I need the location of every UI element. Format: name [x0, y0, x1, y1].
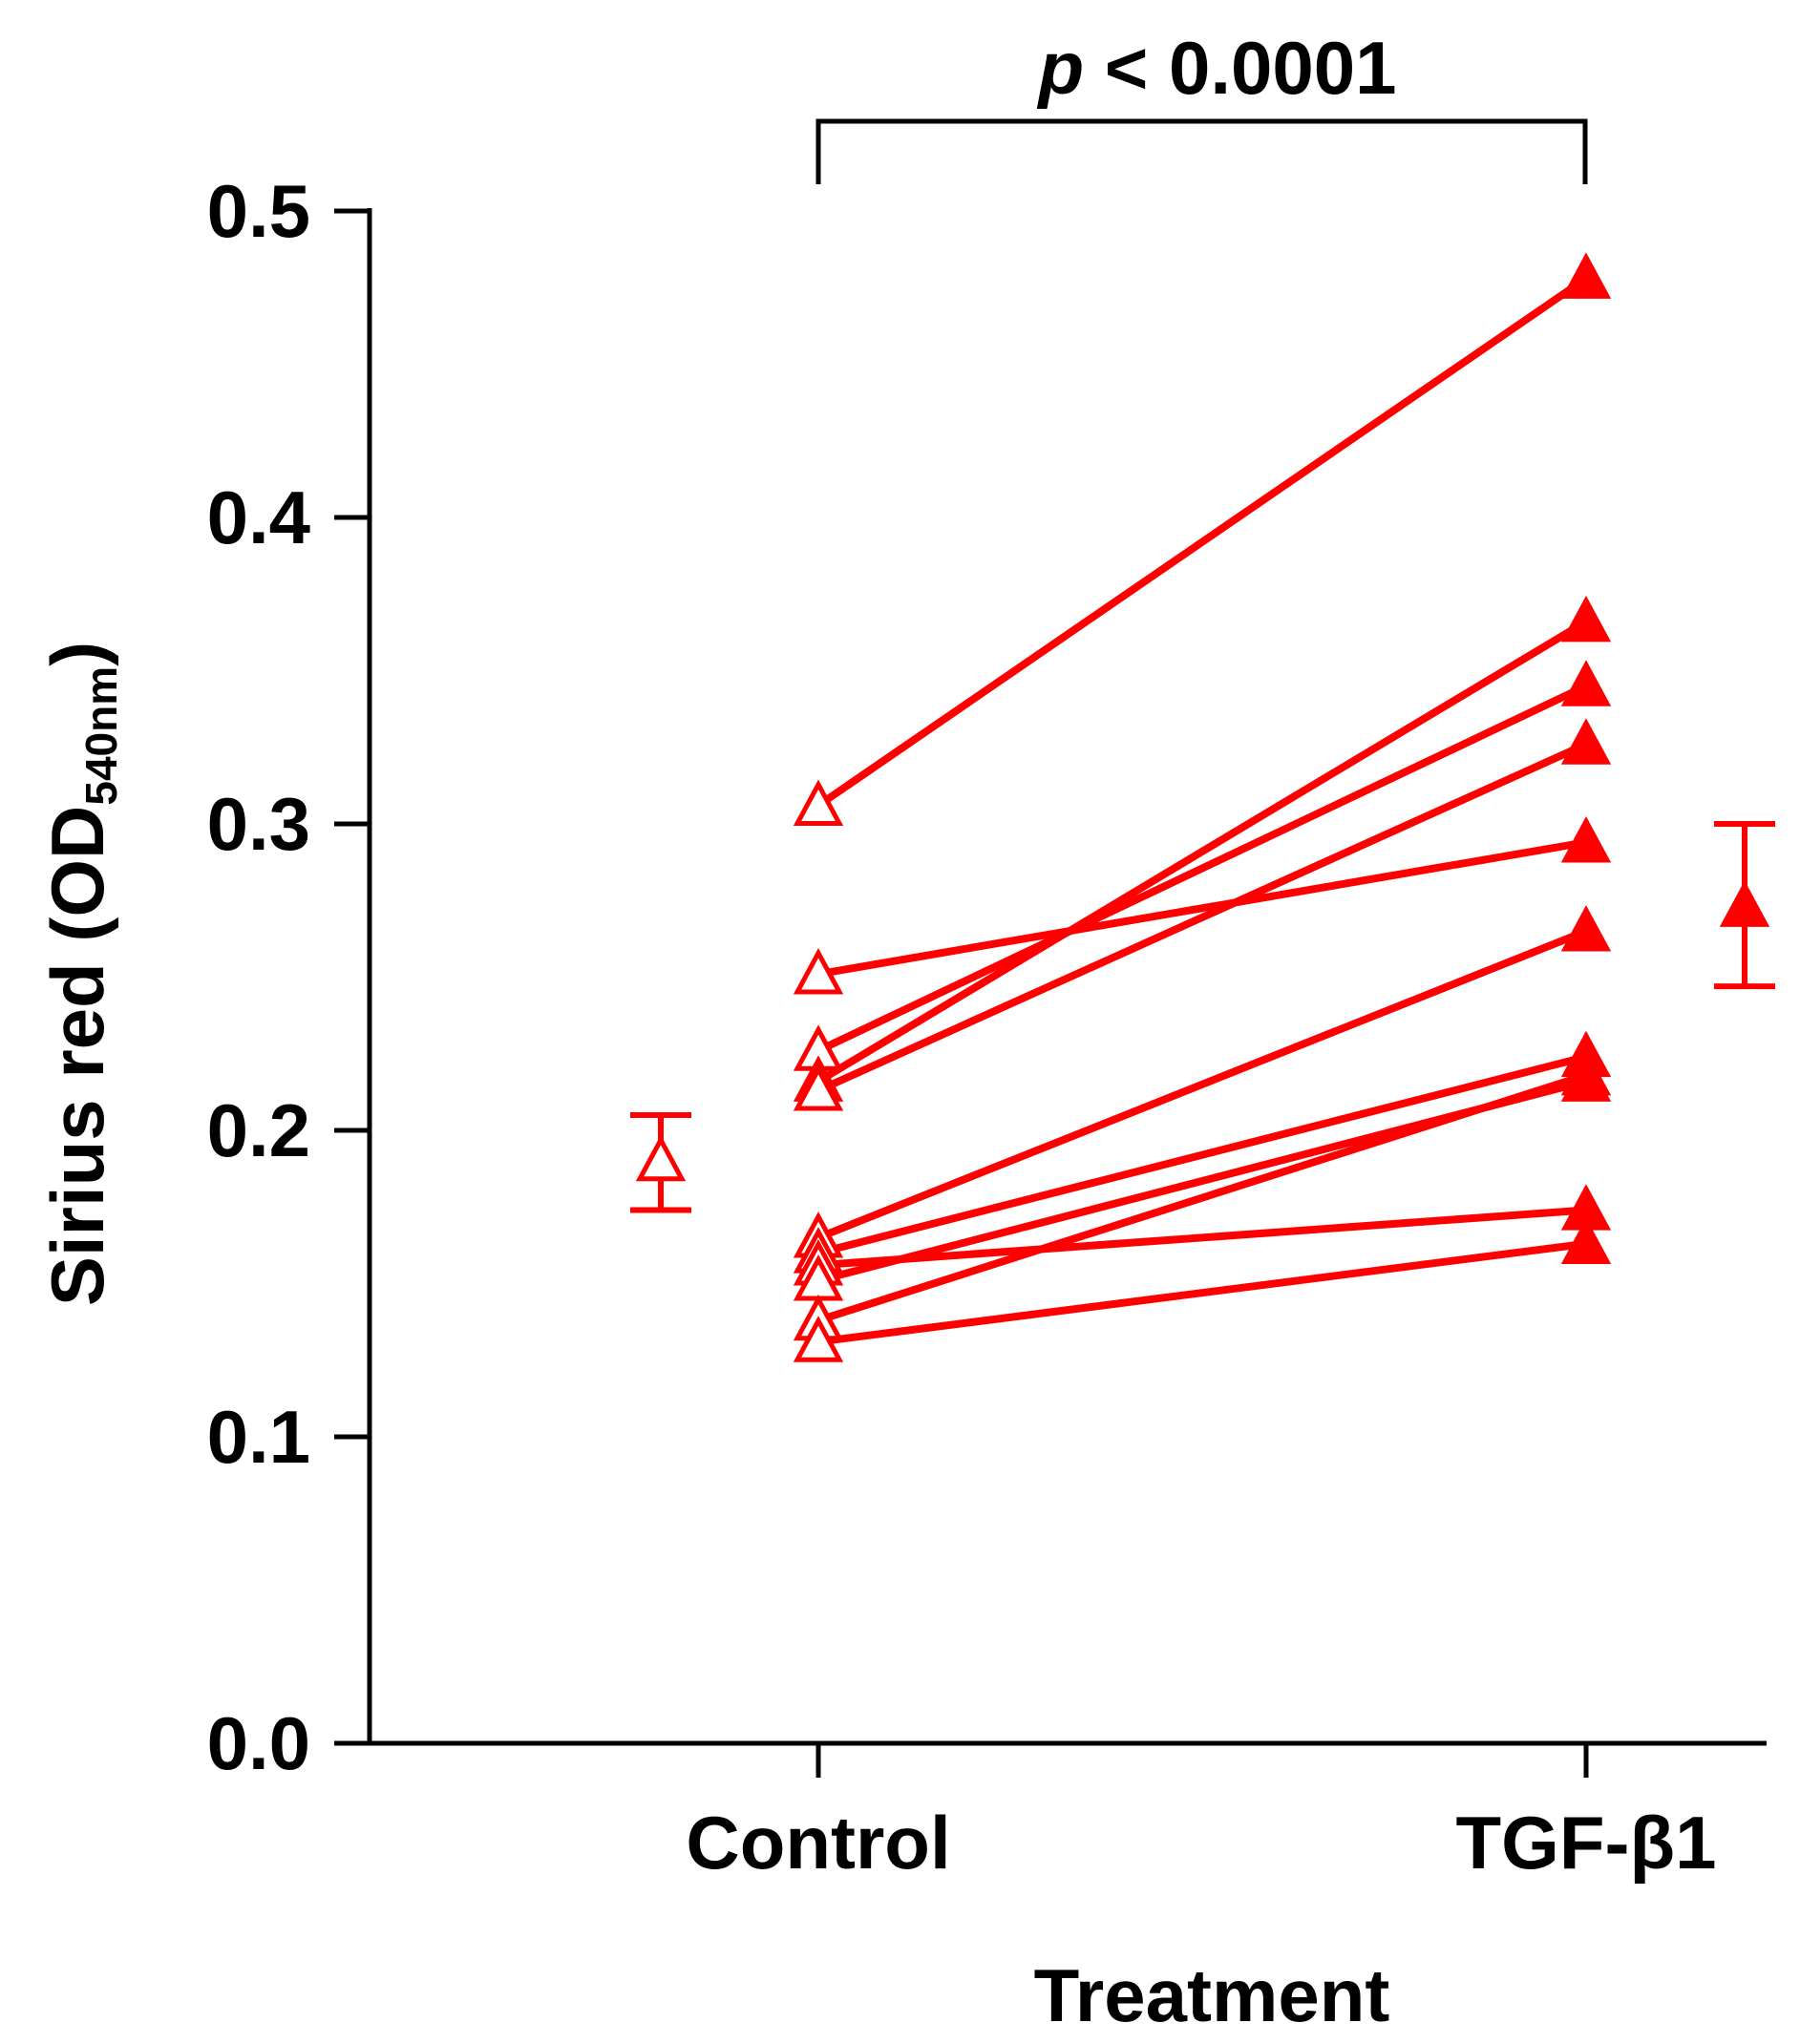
- x-axis-title: Treatment: [1034, 1953, 1390, 2037]
- pair-line: [815, 682, 1590, 1055]
- bracket-line: [815, 118, 1588, 184]
- axes: [367, 208, 1767, 1746]
- tgf-point: [1560, 905, 1612, 952]
- pair-lines: [815, 274, 1590, 1346]
- y-axis-title-close: ): [35, 642, 119, 666]
- y-axis-title: Sirius red (OD540nm): [35, 642, 126, 1306]
- y-tick-label: 0.5: [207, 169, 310, 253]
- y-tick-label: 0.4: [207, 475, 310, 559]
- y-tick-label: 0.1: [207, 1395, 310, 1479]
- summary-markers: [630, 821, 1775, 1213]
- control-point: [793, 1316, 844, 1362]
- control-point: [793, 779, 844, 826]
- significance-bracket: p < 0.0001: [815, 26, 1588, 184]
- y-axis-title-subscript: 540nm: [76, 666, 126, 806]
- x-ticks: Control TGF-β1: [686, 1743, 1716, 1885]
- pair-line: [815, 1239, 1590, 1346]
- pair-line: [815, 274, 1590, 810]
- p-value-text: < 0.0001: [1084, 26, 1396, 110]
- y-tick-label: 0.2: [207, 1088, 310, 1172]
- control-mean-marker: [635, 1134, 687, 1182]
- tgf-point: [1560, 252, 1612, 299]
- pair-line: [815, 1052, 1590, 1257]
- tgf-mean-marker: [1719, 880, 1770, 927]
- tgf-point: [1560, 816, 1612, 863]
- x-tick-label: Control: [686, 1801, 950, 1885]
- pair-line: [815, 618, 1590, 1085]
- tgf-point: [1560, 660, 1612, 706]
- x-tick-label: TGF-β1: [1456, 1801, 1717, 1885]
- tgf-point: [1560, 1048, 1612, 1096]
- tgf-point: [1560, 718, 1612, 765]
- y-ticks: 0.0 0.1 0.2 0.3 0.4 0.5: [207, 169, 370, 1785]
- y-axis-title-main: Sirius red (OD: [35, 806, 119, 1306]
- tgf-point: [1560, 595, 1612, 643]
- y-tick-label: 0.0: [207, 1701, 310, 1785]
- pair-line: [815, 1071, 1590, 1325]
- pair-line: [815, 1206, 1590, 1270]
- tgf-point: [1560, 1217, 1612, 1264]
- pair-line: [815, 927, 1590, 1242]
- control-point: [793, 1064, 844, 1111]
- p-symbol: p: [1036, 26, 1084, 110]
- pair-line: [815, 740, 1590, 1095]
- y-tick-label: 0.3: [207, 782, 310, 866]
- markers: [793, 252, 1612, 1362]
- control-point: [793, 948, 844, 995]
- p-value-label: p < 0.0001: [1036, 26, 1396, 110]
- pair-line: [815, 838, 1590, 979]
